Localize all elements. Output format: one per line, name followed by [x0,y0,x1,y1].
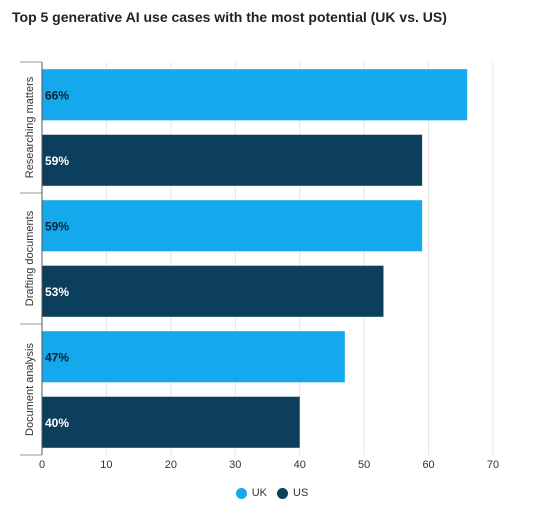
bar-us [42,134,423,186]
category-label: Document analysis [24,343,36,436]
x-tick-label: 40 [294,459,306,471]
bar-us [42,396,300,448]
legend-item-us[interactable]: US [277,487,308,499]
x-tick-label: 0 [39,459,45,471]
bar-layer: 66% 59% 59% 53% 47% 40% [42,69,468,448]
legend-label-us: US [293,487,309,499]
x-tick-label: 70 [487,459,499,471]
data-label: 53% [45,285,69,299]
grid-layer [105,62,494,455]
legend-item-uk[interactable]: UK [235,487,267,499]
data-label: 59% [45,154,69,168]
data-label: 66% [45,88,69,102]
x-tick-label: 30 [229,459,241,471]
legend: UK US [0,487,544,499]
data-label: 59% [45,219,69,233]
x-tick-label: 20 [165,459,177,471]
legend-swatch-uk [235,487,247,499]
legend-label-uk: UK [251,487,267,499]
data-label: 47% [45,350,69,364]
bar-uk [42,331,345,383]
axis-layer: 0 10 20 30 40 50 60 70 Researching matters Drafti… [20,61,499,471]
bar-uk [42,200,423,252]
category-label: Drafting documents [24,210,36,306]
x-tick-label: 60 [422,459,434,471]
bar-chart: 66% 59% 59% 53% 47% 40% 0 10 20 30 40 50 60 70 Resear… [20,61,499,471]
x-tick-label: 10 [100,459,112,471]
bar-uk [42,69,468,121]
bar-us [42,265,384,317]
legend-swatch-us [277,487,288,499]
x-tick-label: 50 [358,459,370,471]
chart-title: Top 5 generative AI use cases with the m… [12,9,447,25]
category-label: Researching matters [24,76,36,178]
data-label: 40% [45,416,69,430]
